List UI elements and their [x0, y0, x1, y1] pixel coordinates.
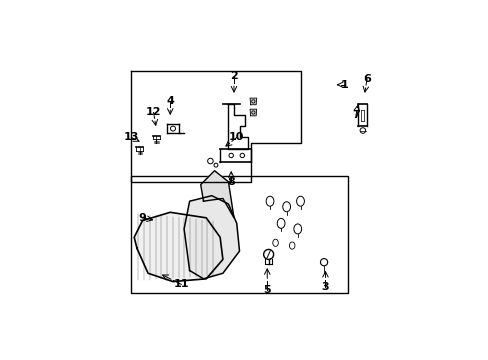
Polygon shape: [134, 212, 223, 282]
Text: 8: 8: [227, 177, 235, 187]
Polygon shape: [249, 109, 256, 116]
Text: 7: 7: [351, 110, 359, 120]
Text: 1: 1: [340, 80, 348, 90]
Polygon shape: [249, 98, 256, 105]
Text: 13: 13: [123, 132, 139, 143]
Bar: [131, 176, 347, 293]
Text: 5: 5: [263, 285, 270, 295]
Text: 12: 12: [145, 108, 161, 117]
Text: 4: 4: [166, 96, 174, 107]
Text: 9: 9: [138, 213, 146, 223]
Text: 2: 2: [230, 72, 237, 81]
Polygon shape: [200, 171, 233, 218]
Text: 11: 11: [173, 279, 189, 289]
Text: 6: 6: [363, 74, 370, 84]
Polygon shape: [183, 195, 239, 279]
Text: 3: 3: [321, 282, 328, 292]
Text: 10: 10: [228, 132, 244, 143]
